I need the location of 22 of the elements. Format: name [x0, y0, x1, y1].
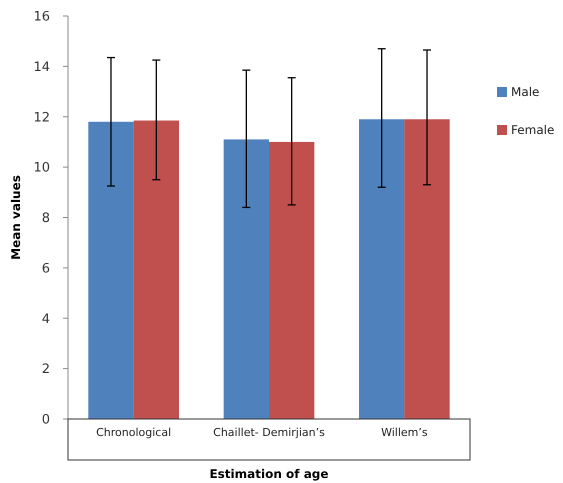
y-tick-label: 16 — [33, 10, 50, 25]
y-tick-label: 14 — [33, 60, 50, 75]
y-tick-label: 6 — [42, 261, 50, 276]
x-tick-label: Willem’s — [381, 426, 428, 439]
y-tick-label: 2 — [42, 362, 50, 378]
y-axis-title: Mean values — [9, 175, 23, 260]
bar — [269, 142, 314, 419]
y-tick-label: 8 — [42, 211, 50, 226]
y-tick-label: 12 — [33, 110, 50, 126]
y-tick-label: 4 — [42, 312, 50, 327]
legend-label: Male — [511, 85, 540, 100]
legend-label: Female — [511, 123, 554, 138]
bar — [404, 119, 450, 419]
bar — [134, 120, 179, 419]
x-tick-label: Chronological — [96, 426, 172, 439]
bar — [224, 139, 269, 419]
bar — [359, 119, 404, 419]
y-tick-label: 10 — [33, 160, 50, 176]
x-axis-title: Estimation of age — [209, 467, 329, 481]
bar — [88, 122, 134, 419]
y-tick-label: 0 — [42, 412, 50, 428]
x-tick-label: Chaillet- Demirjian’s — [213, 426, 326, 439]
